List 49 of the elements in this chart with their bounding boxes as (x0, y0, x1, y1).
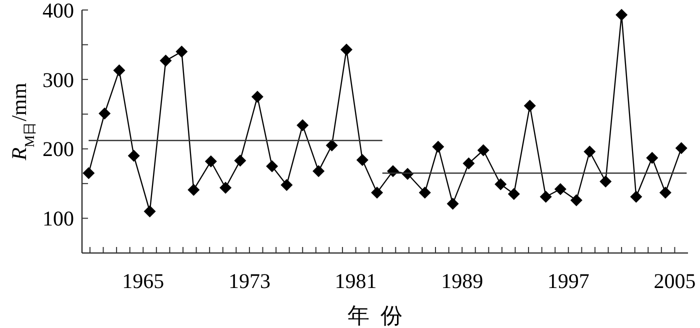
y-tick-label: 400 (42, 0, 74, 22)
point (584, 146, 596, 158)
point (446, 198, 459, 210)
point (616, 8, 628, 21)
point (251, 90, 264, 103)
point (160, 54, 172, 67)
point (326, 139, 338, 152)
point (494, 178, 507, 190)
x-tick-label: 1989 (441, 269, 484, 293)
point (646, 152, 658, 164)
point (508, 188, 520, 200)
point (204, 155, 217, 168)
point (432, 140, 444, 153)
point (540, 190, 552, 203)
point (371, 186, 384, 199)
point (675, 142, 688, 154)
x-axis-title: 年 份 (348, 303, 402, 328)
x-tick-label: 1981 (334, 269, 377, 293)
point (340, 44, 352, 56)
point (418, 186, 431, 199)
x-tick-label: 1965 (122, 269, 164, 293)
x-tick-label: 1973 (228, 269, 270, 293)
point (524, 100, 536, 112)
point (176, 46, 188, 58)
point (659, 186, 672, 199)
point (296, 119, 309, 132)
x-tick-label: 1997 (547, 269, 590, 293)
point (82, 167, 95, 180)
point (600, 175, 612, 188)
point (312, 165, 325, 178)
point (280, 178, 293, 191)
point (266, 160, 278, 172)
point (128, 150, 140, 162)
point (98, 107, 111, 120)
point (356, 154, 368, 166)
point (462, 157, 475, 170)
point (220, 182, 232, 194)
point (477, 144, 490, 156)
y-tick-label: 200 (42, 137, 74, 162)
point (630, 190, 642, 203)
point (144, 205, 156, 218)
point (554, 183, 566, 196)
x-tick-label: 2005 (654, 269, 696, 293)
point (113, 64, 126, 76)
point (234, 154, 246, 167)
y-tick-label: 300 (42, 68, 74, 92)
point (570, 194, 582, 206)
y-tick-label: 100 (42, 206, 74, 231)
point (188, 184, 200, 196)
